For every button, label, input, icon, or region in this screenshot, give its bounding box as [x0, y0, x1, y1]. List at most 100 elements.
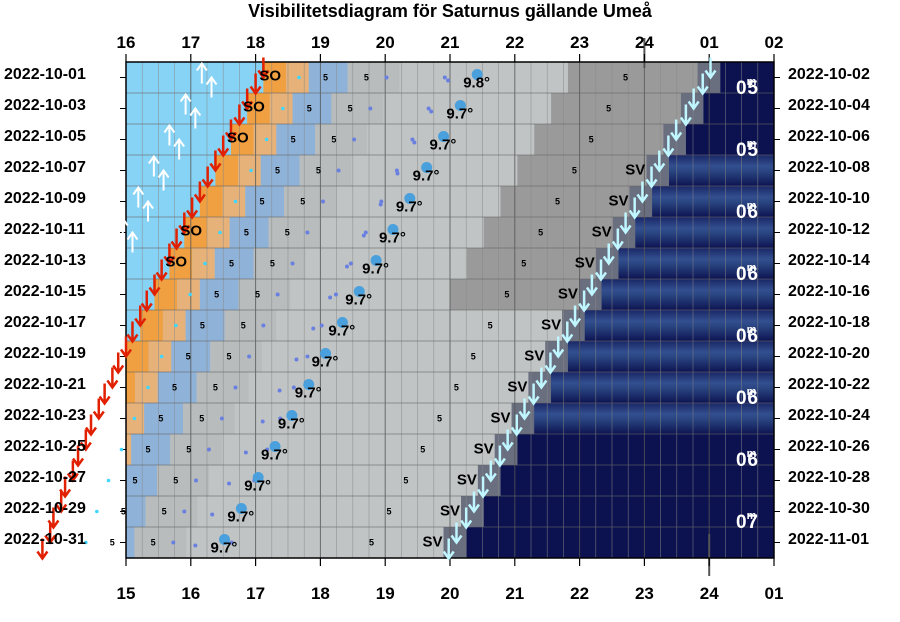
civil-twilight-band	[126, 527, 135, 559]
saturn-set-arrow	[628, 197, 641, 220]
x-tick-label-top: 22	[505, 33, 524, 52]
nautical-twilight-band	[268, 217, 321, 249]
saturn-transit-dot	[387, 224, 399, 235]
sunset-arrow	[217, 135, 230, 158]
saturn-set-arrow	[477, 476, 490, 499]
altitude-label: 9.8°	[463, 75, 490, 92]
setting-label: SV	[558, 286, 578, 303]
x-tick-label-bottom: 16	[181, 584, 200, 603]
daylight-up-arrow	[189, 106, 202, 129]
x-tick-label-bottom: 20	[441, 584, 460, 603]
marker-five: 5	[275, 166, 280, 176]
path-dot	[206, 447, 211, 452]
date-label-left: 2022-10-13	[4, 252, 86, 269]
daylight-up-arrow	[163, 123, 176, 146]
civil-twilight-band	[126, 465, 158, 497]
civil-twilight-band	[144, 403, 184, 435]
path-dot	[294, 357, 299, 362]
path-dot	[219, 416, 224, 421]
path-dot	[394, 168, 399, 173]
sunset-arrow	[55, 491, 68, 514]
marker-five: 5	[348, 104, 353, 114]
dim-band	[483, 217, 613, 249]
twilight-dot	[264, 137, 269, 142]
date-label-left: 2022-10-15	[4, 283, 86, 300]
nautical-twilight-band	[157, 465, 209, 497]
sunset-arrow	[155, 259, 168, 282]
path-dot	[291, 385, 296, 390]
marker-five: 5	[255, 290, 260, 300]
dim-band	[534, 124, 664, 156]
twilight-dot	[218, 230, 222, 235]
night-band	[500, 465, 774, 497]
nautical-twilight-band	[331, 93, 384, 125]
marker-five: 5	[623, 73, 628, 83]
sunset-band	[230, 124, 254, 156]
dim-band	[517, 155, 647, 187]
marker-five: 5	[606, 104, 611, 114]
daylight-up-arrow	[116, 216, 129, 239]
night-band	[483, 496, 774, 528]
setting-band	[528, 372, 552, 404]
saturn-set-arrow	[670, 119, 683, 142]
daylight-up-arrow	[58, 340, 71, 363]
nautical-twilight-band	[210, 341, 263, 373]
daylight-up-arrow	[28, 447, 40, 470]
path-dot	[333, 292, 338, 297]
civil-twilight-band	[185, 310, 225, 342]
date-label-left: 2022-10-05	[4, 128, 86, 145]
saturn-set-arrow	[501, 429, 514, 452]
daylight-up-arrow	[173, 137, 185, 160]
marker-five: 5	[403, 476, 408, 486]
altitude-label: 9.7°	[210, 540, 237, 557]
date-label-left: 2022-10-21	[4, 376, 86, 393]
setting-label: SV	[474, 441, 494, 458]
twilight-dot	[249, 168, 253, 173]
setting-band	[494, 434, 518, 466]
marker-five: 5	[200, 321, 205, 331]
saturn-transit-dot	[336, 317, 348, 328]
saturn-transit-dot	[269, 441, 281, 452]
sunset-band	[247, 93, 270, 125]
twilight-dot	[281, 106, 285, 111]
saturn-set-arrow	[594, 259, 608, 282]
magnitude-label: 0m5	[736, 76, 758, 99]
setting-band	[595, 248, 619, 280]
night-blue-band	[584, 310, 774, 342]
marker-five: 5	[420, 445, 425, 455]
marker-five: 5	[110, 538, 115, 548]
sunset-arrow	[92, 398, 105, 421]
nautical-twilight-band	[183, 403, 235, 435]
x-tick-label-bottom: 23	[635, 584, 654, 603]
daylight-up-arrow	[72, 309, 85, 332]
night-band	[720, 62, 774, 94]
chart-title: Visibilitetsdiagram för Saturnus gälland…	[248, 1, 652, 21]
marker-five: 5	[300, 197, 305, 207]
path-dot	[229, 540, 234, 545]
marker-five: 5	[454, 383, 459, 393]
saturn-transit-dot	[471, 69, 483, 80]
saturn-set-arrow	[585, 274, 598, 297]
path-dot	[442, 75, 447, 80]
saturn-set-arrow	[518, 398, 531, 421]
dim-band	[500, 186, 630, 218]
saturn-set-arrow	[484, 460, 497, 483]
date-label-left: 2022-10-23	[4, 407, 86, 424]
sunset-arrow	[72, 445, 85, 468]
path-dot	[305, 230, 310, 235]
date-label-left: 2022-10-19	[4, 345, 86, 362]
path-dot	[412, 140, 417, 145]
saturn-set-arrow	[687, 88, 700, 111]
daylight-up-arrow	[18, 433, 31, 456]
marker-five: 5	[158, 414, 163, 424]
marker-five: 5	[173, 476, 178, 486]
magnitude-label: 0m5	[736, 138, 758, 161]
altitude-label: 9.7°	[396, 199, 423, 216]
saturn-set-arrow	[645, 166, 658, 189]
civil-twilight-band	[276, 124, 316, 156]
x-tick-label-bottom: 19	[376, 584, 395, 603]
setting-band	[612, 217, 636, 249]
daylight-up-arrow	[5, 464, 18, 487]
marker-five: 5	[437, 414, 442, 424]
path-dot	[410, 137, 415, 142]
